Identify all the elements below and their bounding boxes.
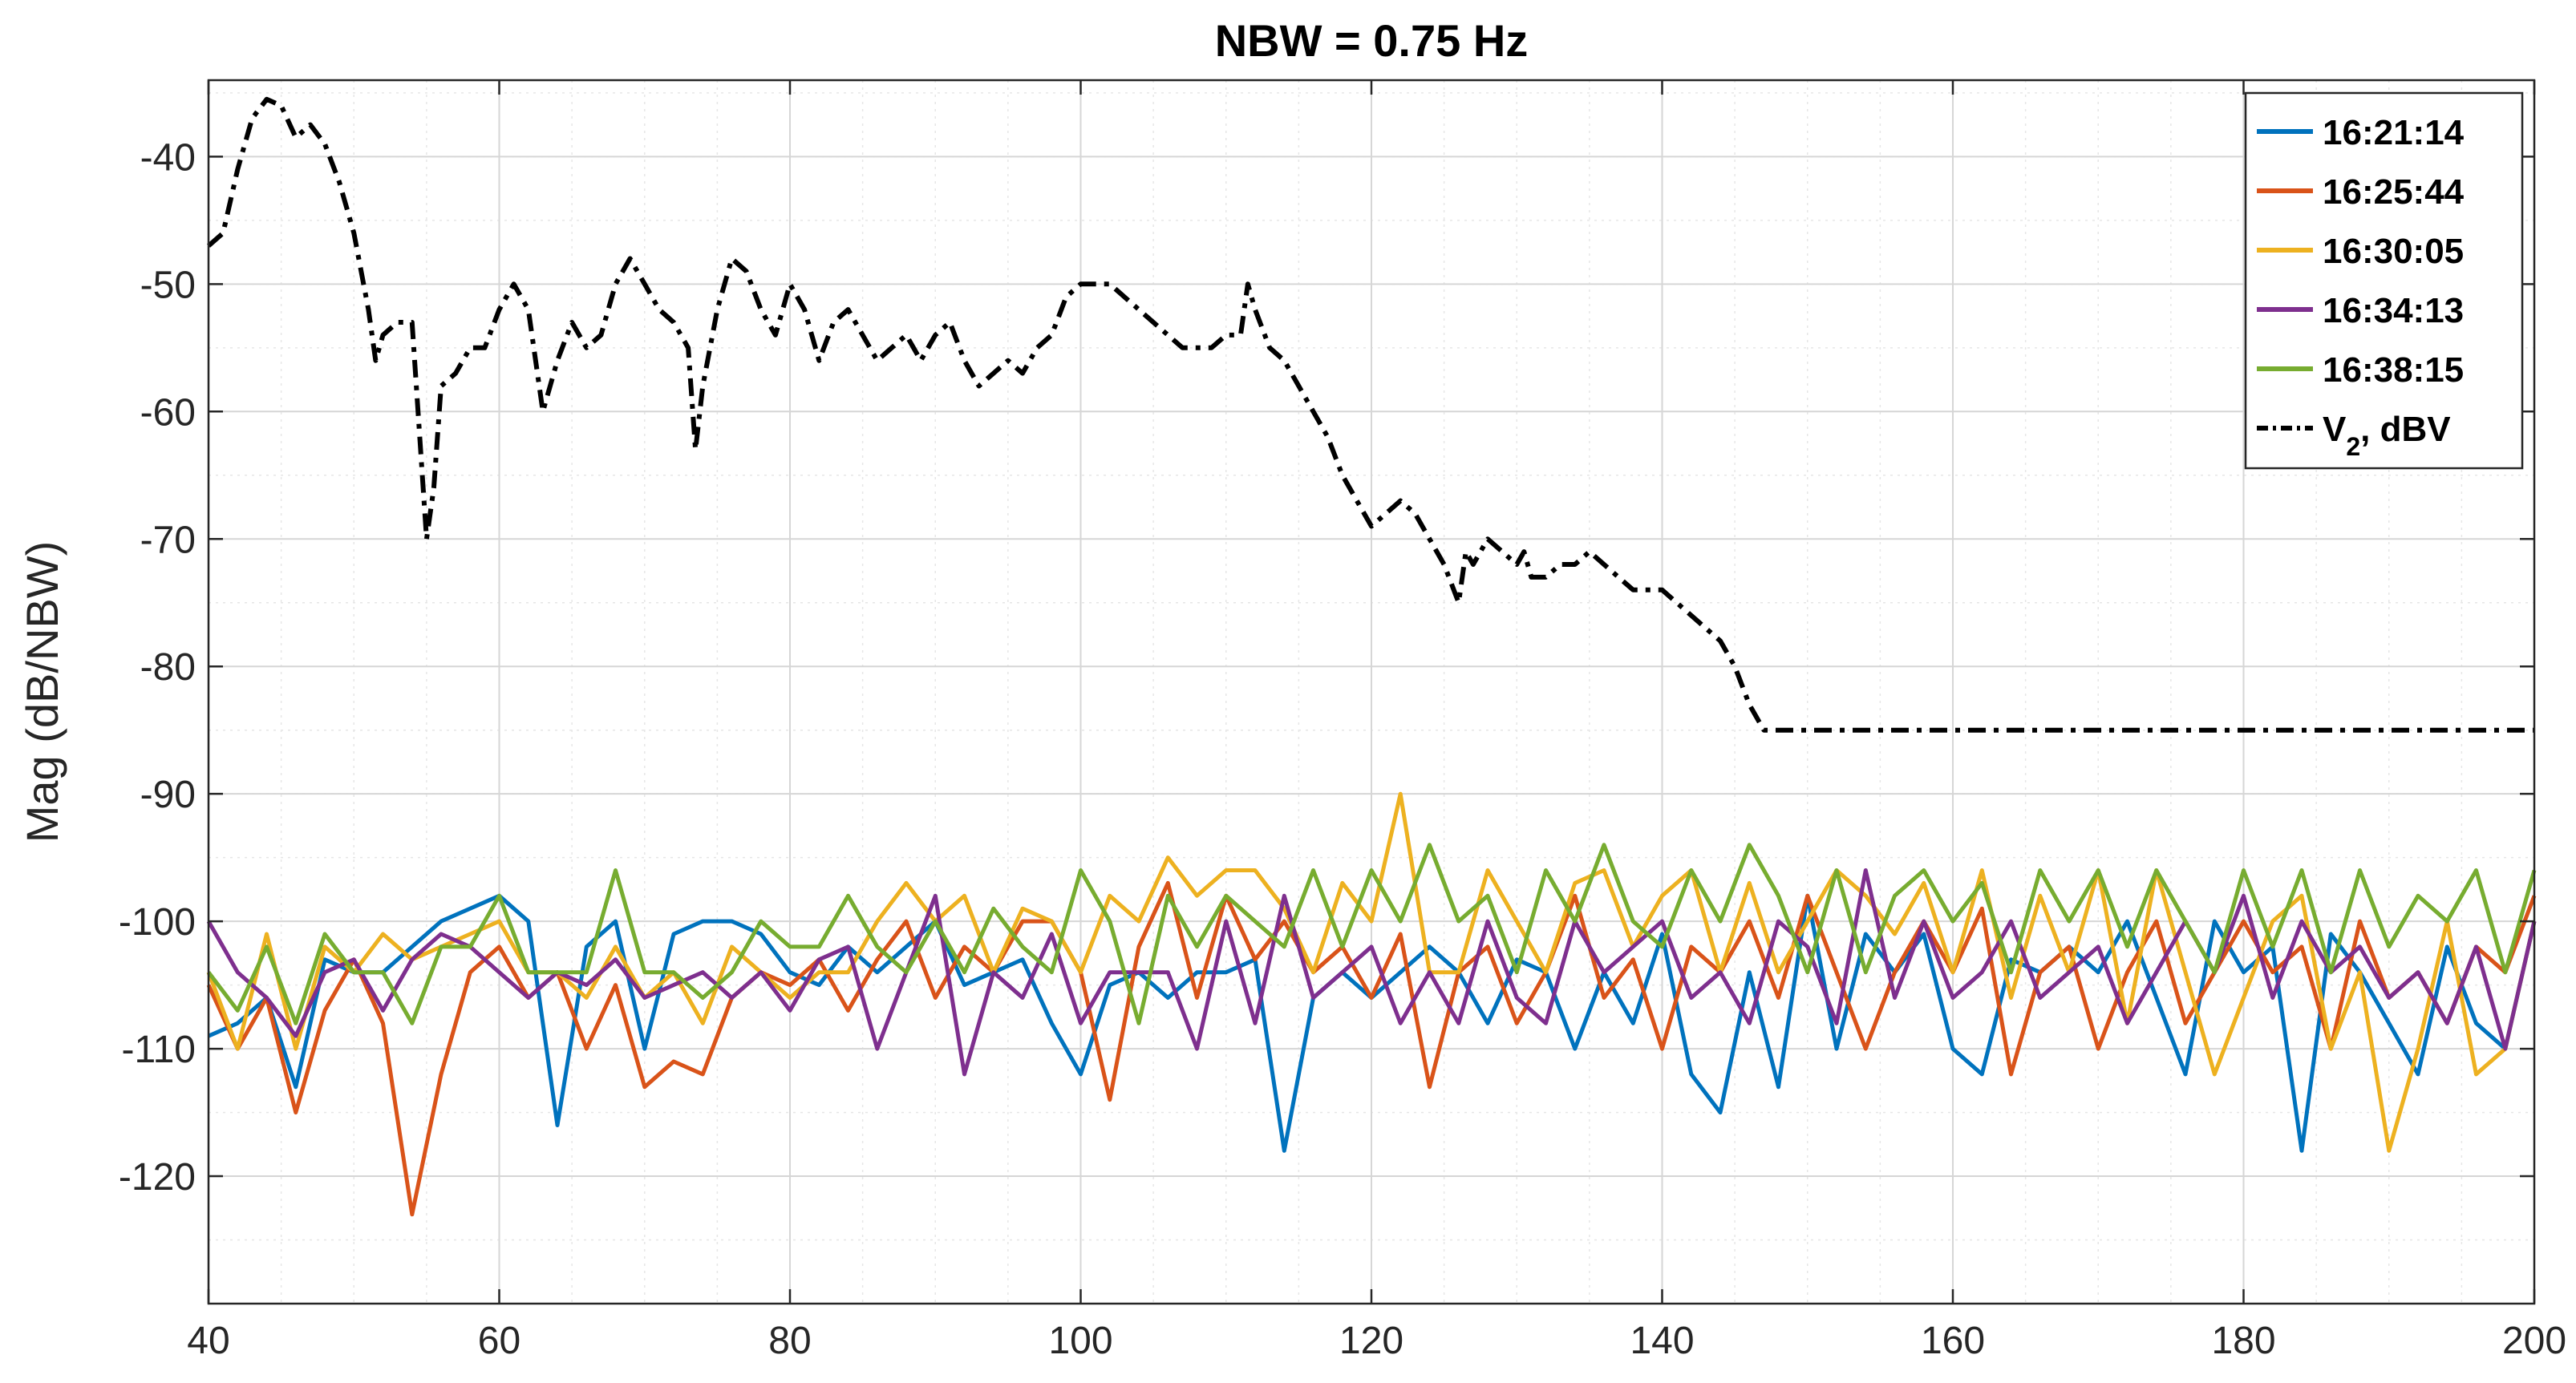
series-line-16-34-13 bbox=[206, 868, 2537, 1077]
y-tick-label: -110 bbox=[121, 1029, 196, 1071]
y-tick-label: -120 bbox=[119, 1156, 196, 1199]
series-line-16-25-44 bbox=[206, 880, 2537, 1217]
x-tick-label: 140 bbox=[1630, 1320, 1694, 1362]
legend-label: 16:21:14 bbox=[2323, 113, 2465, 152]
x-tick-label: 40 bbox=[187, 1320, 229, 1362]
chart-title: NBW = 0.75 Hz bbox=[1215, 15, 1529, 66]
series-group bbox=[206, 96, 2537, 1217]
x-tick-label: 200 bbox=[2502, 1320, 2566, 1362]
y-tick-label: -90 bbox=[140, 774, 196, 816]
y-tick-label: -70 bbox=[140, 519, 196, 561]
series-line-16-30-05 bbox=[206, 791, 2537, 1153]
x-tick-label: 180 bbox=[2211, 1320, 2275, 1362]
y-tick-label: -40 bbox=[140, 136, 196, 179]
x-tick-label: 60 bbox=[478, 1320, 520, 1362]
y-axis-label: Mag (dB/NBW) bbox=[17, 541, 67, 843]
legend-label: 16:25:44 bbox=[2323, 172, 2465, 212]
y-tick-label: -60 bbox=[140, 391, 196, 434]
series-line-V-2-dBV bbox=[207, 96, 2534, 733]
legend-label: 16:34:13 bbox=[2323, 291, 2464, 330]
x-tick-label: 80 bbox=[768, 1320, 811, 1362]
y-tick-label: -100 bbox=[119, 901, 196, 944]
grid bbox=[208, 80, 2535, 1304]
legend-box bbox=[2244, 91, 2524, 470]
legend[interactable]: 16:21:14 16:25:44 16:30:05 16:34:13 16:38:15… bbox=[2244, 91, 2524, 470]
legend-label: 16:38:15 bbox=[2323, 350, 2464, 390]
y-tick-label: -50 bbox=[140, 264, 196, 306]
legend-label: 16:30:05 bbox=[2323, 232, 2464, 271]
x-tick-label: 160 bbox=[1921, 1320, 1985, 1362]
tick-labels: 40 60 80 100 120 140 160 180 200 -120 -110 -100 -90 -… bbox=[119, 80, 2566, 1362]
x-tick-label: 100 bbox=[1048, 1320, 1112, 1362]
x-tick-label: 120 bbox=[1339, 1320, 1403, 1362]
y-tick-label: -80 bbox=[140, 646, 196, 689]
series-line-16-38-15 bbox=[207, 843, 2537, 1025]
